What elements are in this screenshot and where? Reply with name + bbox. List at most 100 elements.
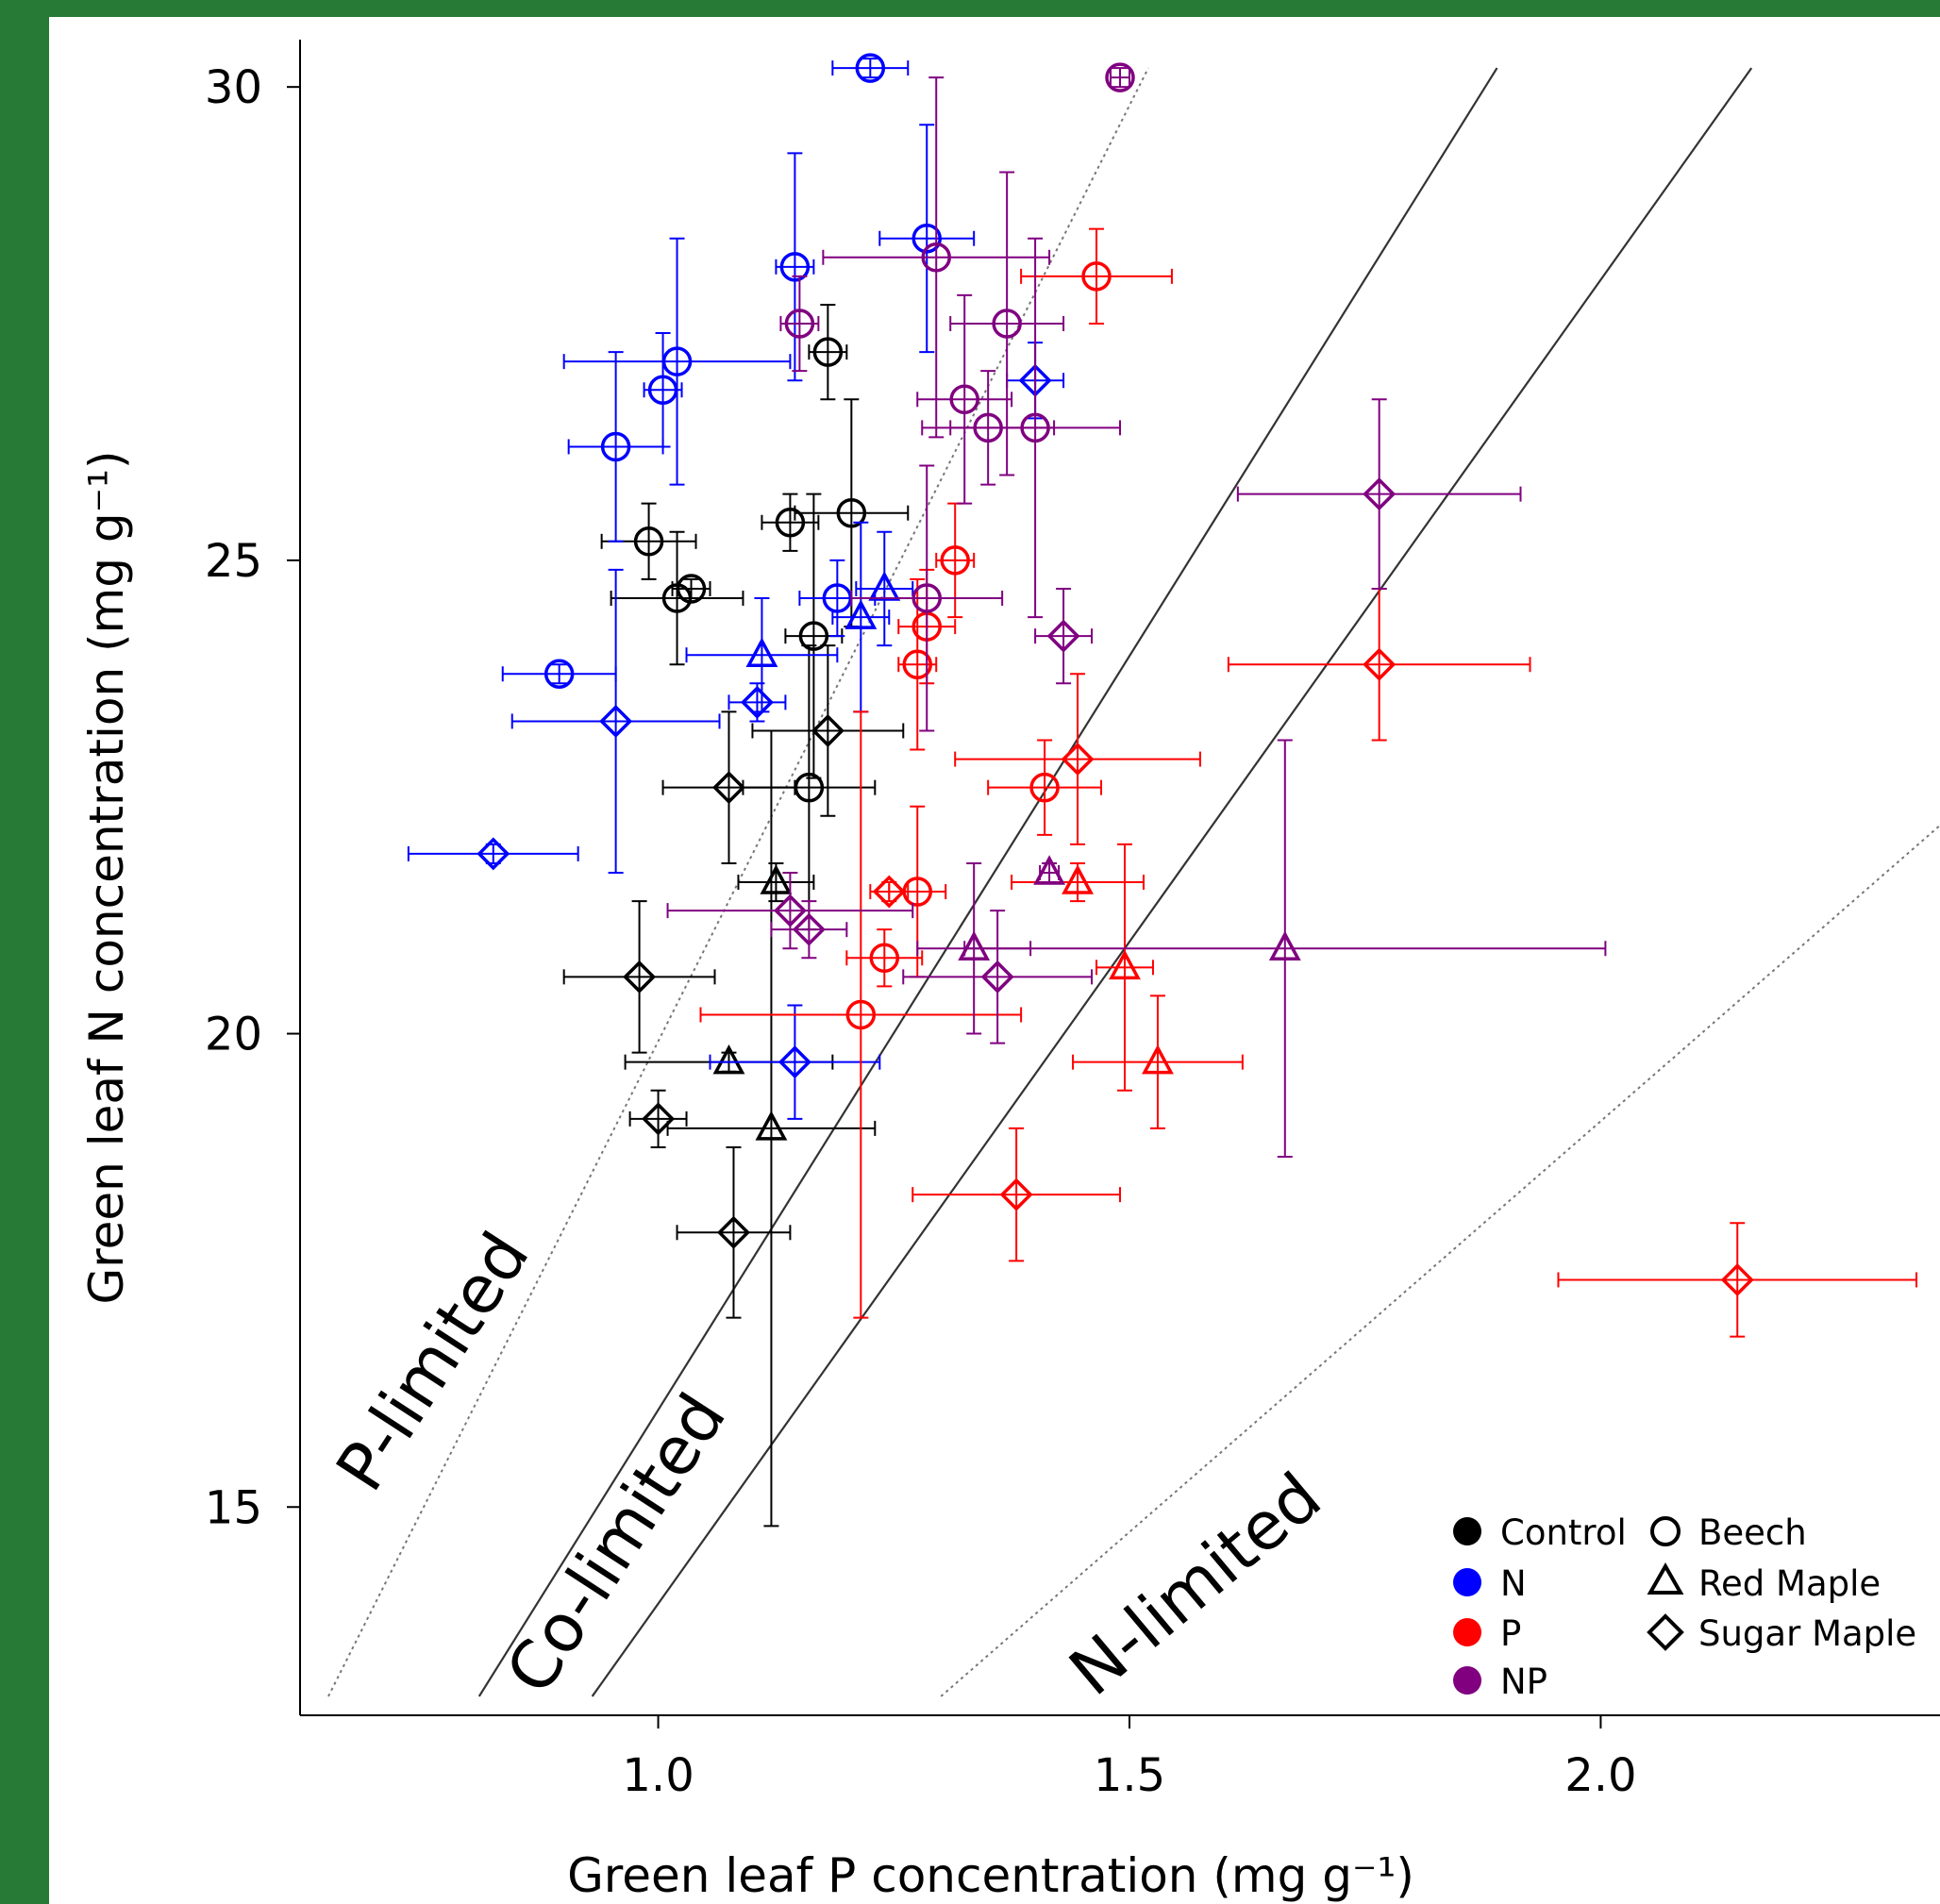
green-top-border xyxy=(0,0,1940,17)
data-point-control-triangle xyxy=(666,729,877,1528)
circle-marker xyxy=(902,649,932,679)
data-point-p-diamond xyxy=(869,875,910,909)
data-point-n-triangle xyxy=(831,521,891,713)
diamond-marker xyxy=(1363,647,1396,681)
y-tick-label: 20 xyxy=(205,1009,262,1061)
data-point-n-circle xyxy=(831,53,910,83)
legend-label-control: Control xyxy=(1500,1512,1627,1553)
diamond-marker xyxy=(792,912,826,946)
data-point-np-triangle xyxy=(963,739,1607,1158)
data-point-p-diamond xyxy=(1227,587,1531,742)
data-point-n-circle xyxy=(501,659,617,690)
data-point-p-triangle xyxy=(1095,843,1154,1092)
data-point-p-triangle xyxy=(1072,994,1244,1129)
solid-reference-line-2 xyxy=(591,67,1753,1697)
triangle-marker xyxy=(1109,949,1141,980)
data-point-np-circle xyxy=(822,76,1051,439)
data-point-control-circle xyxy=(761,493,820,552)
circle-marker xyxy=(855,53,886,83)
triangle-marker xyxy=(755,1111,788,1141)
data-point-n-circle xyxy=(562,237,792,486)
diamond-marker xyxy=(1061,743,1095,777)
x-tick-label: 2.0 xyxy=(1564,1749,1636,1802)
circle-marker xyxy=(1020,412,1050,443)
triangle-marker xyxy=(745,637,778,667)
circle-marker xyxy=(845,999,877,1030)
legend-swatch-control xyxy=(1453,1517,1481,1545)
data-point-control-diamond xyxy=(676,1145,792,1319)
data-point-p-diamond xyxy=(954,673,1201,845)
diamond-marker xyxy=(712,771,745,805)
circle-marker xyxy=(779,252,811,282)
solid-reference-line-1 xyxy=(477,67,1498,1697)
data-point-p-diamond xyxy=(911,1127,1121,1262)
legend-label-red-maple: Red Maple xyxy=(1698,1563,1881,1604)
data-points xyxy=(407,53,1918,1528)
circle-marker xyxy=(633,526,664,557)
data-point-np-diamond xyxy=(1236,398,1522,590)
y-tick-label: 30 xyxy=(205,61,262,114)
triangle-marker xyxy=(845,599,878,629)
diamond-marker xyxy=(773,894,807,927)
data-point-np-circle xyxy=(779,275,820,373)
circle-marker xyxy=(836,497,867,528)
triangle-marker xyxy=(760,864,793,894)
data-point-p-diamond xyxy=(1557,1222,1918,1338)
data-point-n-diamond xyxy=(510,568,721,874)
circle-marker xyxy=(676,574,707,604)
data-point-np-circle xyxy=(850,464,1004,732)
circle-marker xyxy=(911,583,942,613)
circle-marker xyxy=(940,545,970,576)
x-axis-label: Green leaf P concentration (mg g⁻¹) xyxy=(567,1848,1414,1903)
data-point-np-circle xyxy=(1105,62,1135,92)
axes: 1.0 1.5 2.0 15 20 25 30 Green leaf P concentr… xyxy=(79,40,1940,1903)
circle-marker xyxy=(775,507,806,538)
data-point-np-diamond xyxy=(902,910,1094,1044)
data-point-p-circle xyxy=(987,739,1103,836)
circle-marker xyxy=(812,337,844,367)
diamond-marker xyxy=(716,1215,750,1249)
data-point-np-circle xyxy=(916,293,1013,505)
triangle-marker xyxy=(1142,1044,1174,1075)
diamond-marker xyxy=(999,1177,1033,1211)
data-point-control-triangle xyxy=(737,861,815,903)
legend-label-n: N xyxy=(1500,1563,1527,1604)
circle-marker xyxy=(911,223,942,254)
circle-marker xyxy=(1081,261,1112,292)
diamond-marker xyxy=(599,704,633,738)
legend-swatch-np xyxy=(1453,1666,1481,1695)
y-ticks: 15 20 25 30 xyxy=(205,61,300,1534)
legend: Control N P NP Beech Red Maple Sugar Map… xyxy=(1453,1512,1916,1702)
legend-label-beech: Beech xyxy=(1698,1512,1807,1553)
data-point-control-diamond xyxy=(751,644,905,817)
triangle-marker xyxy=(958,930,991,961)
legend-swatch-p xyxy=(1453,1618,1481,1646)
data-point-np-diamond xyxy=(666,871,914,950)
diamond-marker xyxy=(623,960,657,994)
triangle-marker xyxy=(1033,855,1066,885)
data-point-control-circle xyxy=(808,303,848,401)
data-point-np-diamond xyxy=(1034,587,1094,685)
diamond-marker xyxy=(1363,477,1396,511)
zone-label-co-limited: Co-limited xyxy=(491,1380,741,1707)
data-point-p-circle xyxy=(1020,227,1173,326)
data-point-n-diamond xyxy=(709,1004,881,1120)
x-tick-label: 1.5 xyxy=(1094,1749,1165,1802)
legend-marker-red-maple-icon xyxy=(1647,1562,1684,1595)
circle-marker xyxy=(1029,772,1060,803)
data-point-p-circle xyxy=(845,928,924,988)
triangle-marker xyxy=(1062,864,1094,894)
green-corner-block xyxy=(0,0,11,203)
data-point-np-triangle xyxy=(1033,855,1066,885)
circle-marker xyxy=(869,943,900,974)
data-point-np-diamond xyxy=(770,900,848,960)
zone-label-n-limited: N-limited xyxy=(1055,1458,1335,1711)
triangle-marker xyxy=(712,1044,745,1075)
legend-swatch-n xyxy=(1453,1568,1481,1596)
zone-label-p-limited: P-limited xyxy=(321,1219,544,1504)
triangle-marker xyxy=(1268,930,1301,961)
diamond-marker xyxy=(872,875,906,909)
x-ticks: 1.0 1.5 2.0 xyxy=(622,1715,1637,1802)
diamond-marker xyxy=(778,1045,811,1079)
